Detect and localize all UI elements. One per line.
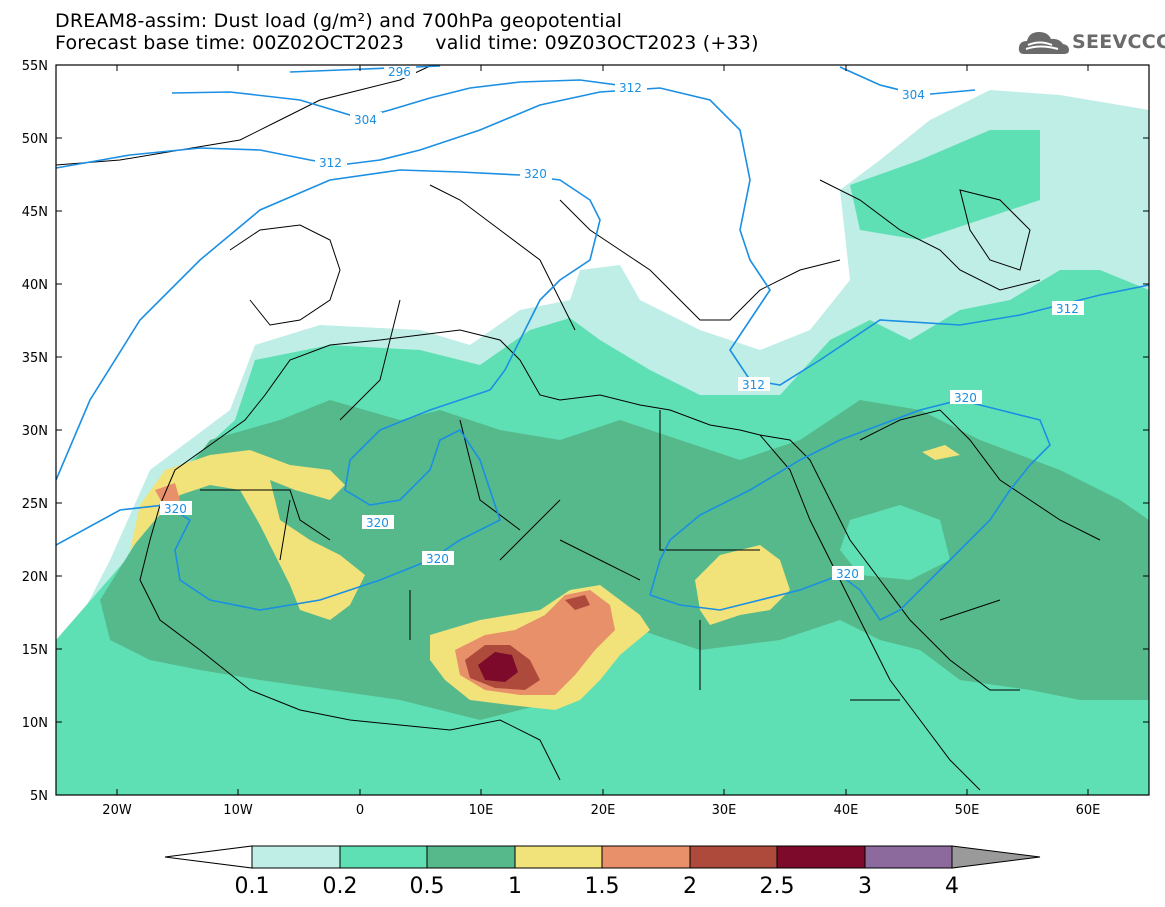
- colorbar-low-arrow: [164, 845, 253, 869]
- lon-label: 20E: [591, 803, 616, 818]
- cloud-logo-icon: [1018, 32, 1069, 54]
- lon-label: 50E: [955, 803, 980, 818]
- contour-label: 320: [366, 516, 389, 530]
- contour-label: 304: [902, 88, 925, 102]
- lon-label: 20W: [102, 803, 132, 818]
- lon-label: 40E: [834, 803, 859, 818]
- colorbar-swatch: [514, 845, 603, 869]
- lat-label: 40N: [22, 278, 48, 293]
- colorbar-label: 0.2: [323, 874, 358, 899]
- map-title: DREAM8-assim: Dust load (g/m²) and 700hP…: [55, 10, 623, 32]
- dust-band-0-5: [100, 400, 1149, 720]
- contour-label: 312: [319, 156, 342, 170]
- contour-label: 320: [836, 567, 859, 581]
- colorbar-swatch: [251, 845, 341, 869]
- contour-label: 320: [954, 391, 977, 405]
- latitude-axis: 55N 50N 45N 40N 35N 30N 25N 20N 15N 10N …: [22, 59, 1149, 804]
- colorbar-label: 2: [683, 874, 697, 899]
- lon-label: 0: [356, 803, 364, 818]
- lat-label: 55N: [22, 59, 48, 74]
- colorbar-swatch: [864, 845, 953, 869]
- colorbar-label: 0.5: [410, 874, 445, 899]
- lat-label: 50N: [22, 132, 48, 147]
- forecast-time-subtitle: Forecast base time: 00Z02OCT2023 valid t…: [55, 32, 759, 54]
- colorbar-label: 0.1: [235, 874, 270, 899]
- colorbar-swatch: [689, 845, 778, 869]
- colorbar-high-arrow: [951, 845, 1041, 869]
- lon-label: 60E: [1076, 803, 1101, 818]
- lat-label: 30N: [22, 424, 48, 439]
- colorbar: 0.1 0.2 0.5 1 1.5 2 2.5 3 4: [164, 845, 1041, 899]
- lat-label: 15N: [22, 643, 48, 658]
- contour-label: 312: [742, 378, 765, 392]
- dust-band-1-0: [130, 450, 365, 620]
- contour-labels: 296 304 304 312 312 312 312 320 320 320 …: [160, 64, 1084, 581]
- contour-label: 296: [388, 65, 411, 79]
- coastlines: [56, 65, 1101, 791]
- colorbar-swatch: [339, 845, 428, 869]
- lat-label: 35N: [22, 351, 48, 366]
- contour-label: 320: [164, 502, 187, 516]
- longitude-axis: 20W 10W 0 10E 20E 30E 40E 50E 60E: [102, 65, 1100, 818]
- lon-label: 10W: [223, 803, 253, 818]
- contour-label: 312: [619, 81, 642, 95]
- colorbar-label: 3: [858, 874, 872, 899]
- dust-band-2-5: [478, 652, 518, 682]
- lat-label: 5N: [30, 789, 48, 804]
- lon-label: 10E: [469, 803, 494, 818]
- colorbar-swatch: [426, 845, 516, 869]
- lat-label: 20N: [22, 570, 48, 585]
- contour-label: 304: [354, 113, 377, 127]
- lat-label: 10N: [22, 716, 48, 731]
- logo-text: SEEVCCC: [1072, 31, 1165, 53]
- colorbar-label: 4: [945, 874, 959, 899]
- colorbar-swatch: [776, 845, 866, 869]
- dust-field: [56, 65, 1149, 795]
- lat-label: 25N: [22, 497, 48, 512]
- contour-label: 312: [1056, 302, 1079, 316]
- lat-label: 45N: [22, 205, 48, 220]
- colorbar-swatch: [601, 845, 691, 869]
- colorbar-label: 2.5: [760, 874, 795, 899]
- colorbar-label: 1: [508, 874, 522, 899]
- lon-label: 30E: [712, 803, 737, 818]
- contour-label: 320: [524, 167, 547, 181]
- colorbar-label: 1.5: [585, 874, 620, 899]
- contour-label: 320: [426, 552, 449, 566]
